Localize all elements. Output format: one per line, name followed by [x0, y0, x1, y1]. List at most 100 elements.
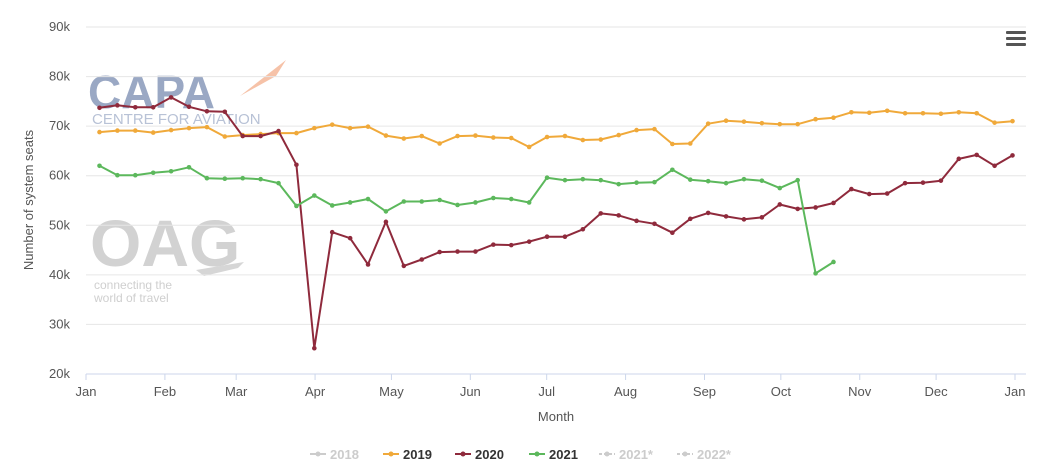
data-point-2019[interactable] — [849, 109, 854, 115]
data-point-2019[interactable] — [544, 134, 550, 140]
data-point-2020[interactable] — [956, 156, 962, 162]
data-point-2020[interactable] — [240, 133, 246, 139]
series-line-2019[interactable] — [99, 109, 1013, 148]
data-point-2021[interactable] — [329, 203, 335, 208]
data-point-2019[interactable] — [312, 125, 317, 131]
data-point-2020[interactable] — [884, 191, 890, 196]
data-point-2019[interactable] — [562, 133, 568, 139]
data-point-2020[interactable] — [383, 219, 389, 225]
data-point-2021[interactable] — [97, 163, 102, 169]
data-point-2020[interactable] — [687, 216, 693, 222]
data-point-2021[interactable] — [455, 202, 460, 208]
data-point-2021[interactable] — [419, 199, 425, 204]
data-point-2021[interactable] — [508, 196, 514, 202]
data-point-2019[interactable] — [884, 108, 890, 114]
data-point-2020[interactable] — [670, 230, 675, 236]
data-point-2021[interactable] — [258, 176, 263, 182]
legend-item-2018[interactable]: 2018 — [310, 447, 359, 462]
data-point-2019[interactable] — [580, 137, 586, 143]
data-point-2019[interactable] — [133, 128, 138, 133]
data-point-2019[interactable] — [902, 110, 908, 116]
data-point-2021[interactable] — [831, 259, 836, 265]
data-point-2019[interactable] — [831, 115, 836, 121]
data-point-2020[interactable] — [97, 105, 102, 111]
data-point-2021[interactable] — [294, 203, 299, 209]
data-point-2020[interactable] — [544, 234, 550, 239]
data-point-2020[interactable] — [204, 108, 210, 114]
data-point-2020[interactable] — [741, 217, 747, 222]
data-point-2019[interactable] — [455, 133, 460, 139]
data-point-2021[interactable] — [580, 176, 586, 182]
data-point-2020[interactable] — [974, 152, 979, 158]
data-point-2020[interactable] — [294, 162, 299, 168]
data-point-2019[interactable] — [347, 125, 353, 131]
data-point-2019[interactable] — [204, 124, 210, 130]
data-point-2020[interactable] — [526, 239, 532, 244]
data-point-2021[interactable] — [687, 177, 693, 182]
data-point-2021[interactable] — [150, 170, 156, 176]
data-point-2020[interactable] — [150, 105, 156, 110]
data-point-2019[interactable] — [974, 110, 979, 116]
data-point-2019[interactable] — [598, 137, 604, 142]
data-point-2020[interactable] — [276, 128, 281, 134]
data-point-2020[interactable] — [312, 345, 317, 351]
data-point-2020[interactable] — [902, 180, 908, 186]
data-point-2020[interactable] — [168, 95, 174, 100]
data-point-2021[interactable] — [168, 168, 174, 174]
data-point-2021[interactable] — [222, 176, 228, 181]
data-point-2021[interactable] — [723, 180, 729, 186]
data-point-2019[interactable] — [383, 133, 389, 138]
data-point-2019[interactable] — [437, 141, 442, 146]
data-point-2020[interactable] — [1010, 153, 1015, 158]
data-point-2021[interactable] — [813, 271, 818, 276]
data-point-2021[interactable] — [759, 178, 765, 183]
data-point-2020[interactable] — [222, 109, 228, 115]
data-point-2021[interactable] — [365, 196, 371, 202]
data-point-2019[interactable] — [938, 111, 944, 117]
data-point-2019[interactable] — [777, 121, 783, 127]
data-point-2021[interactable] — [347, 200, 353, 205]
data-point-2020[interactable] — [419, 257, 425, 262]
data-point-2019[interactable] — [705, 121, 711, 126]
data-point-2020[interactable] — [491, 242, 496, 247]
data-point-2019[interactable] — [401, 136, 407, 141]
data-point-2020[interactable] — [705, 210, 711, 216]
data-point-2019[interactable] — [652, 126, 657, 132]
series-line-2020[interactable] — [99, 96, 1014, 350]
data-point-2019[interactable] — [150, 130, 156, 135]
data-point-2020[interactable] — [455, 249, 460, 254]
data-point-2020[interactable] — [777, 202, 783, 207]
data-point-2019[interactable] — [687, 141, 693, 146]
data-point-2019[interactable] — [956, 109, 962, 115]
data-point-2021[interactable] — [383, 209, 389, 214]
data-point-2019[interactable] — [419, 133, 425, 139]
data-point-2020[interactable] — [186, 104, 192, 110]
data-point-2020[interactable] — [401, 263, 407, 269]
data-point-2020[interactable] — [258, 133, 263, 139]
data-point-2021[interactable] — [240, 175, 246, 181]
data-point-2019[interactable] — [508, 135, 514, 141]
data-point-2019[interactable] — [365, 124, 371, 129]
data-point-2020[interactable] — [616, 213, 621, 218]
data-point-2020[interactable] — [634, 218, 639, 224]
data-point-2020[interactable] — [920, 180, 926, 185]
data-point-2019[interactable] — [491, 135, 496, 140]
data-point-2019[interactable] — [222, 134, 228, 139]
data-point-2021[interactable] — [652, 179, 657, 185]
data-point-2021[interactable] — [204, 175, 210, 181]
data-point-2019[interactable] — [634, 127, 639, 133]
data-point-2019[interactable] — [329, 122, 335, 127]
data-point-2020[interactable] — [831, 200, 836, 206]
data-point-2019[interactable] — [920, 110, 926, 116]
data-point-2020[interactable] — [598, 211, 604, 216]
legend-item-2021*[interactable]: 2021* — [599, 447, 654, 462]
data-point-2021[interactable] — [473, 200, 478, 205]
data-point-2020[interactable] — [329, 229, 335, 235]
legend-item-2021[interactable]: 2021 — [529, 447, 578, 462]
series-line-2021[interactable] — [99, 164, 835, 275]
legend-item-2020[interactable]: 2020 — [455, 447, 504, 462]
data-point-2021[interactable] — [670, 167, 675, 173]
data-point-2021[interactable] — [777, 185, 783, 191]
data-point-2020[interactable] — [938, 178, 944, 183]
data-point-2020[interactable] — [133, 105, 138, 110]
